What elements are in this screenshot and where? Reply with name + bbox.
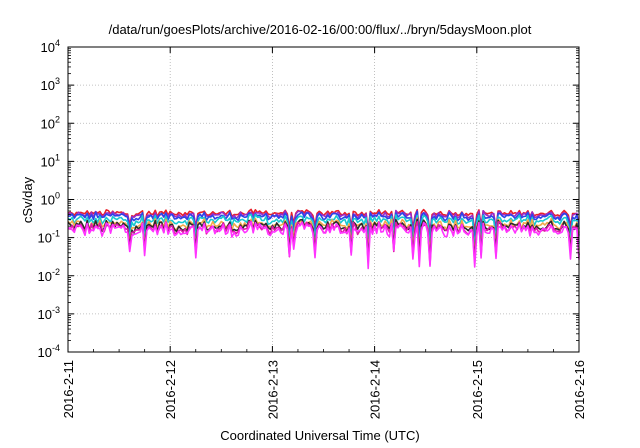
series-lines bbox=[67, 208, 580, 270]
series-line bbox=[67, 221, 580, 270]
y-tick-label: 10-2 bbox=[38, 267, 60, 284]
y-tick-label: 102 bbox=[41, 114, 60, 131]
series-line bbox=[67, 213, 580, 250]
x-tick-label: 2016-2-11 bbox=[61, 360, 76, 418]
y-axis: 10-4 10-3 10-2 10-1 100 101 102 103 104 bbox=[38, 38, 579, 360]
x-tick-label: 2016-2-15 bbox=[470, 360, 485, 419]
y-tick-label: 104 bbox=[41, 38, 60, 55]
grid-lines bbox=[68, 47, 579, 352]
x-tick-label: 2016-2-13 bbox=[265, 360, 280, 419]
series-line bbox=[67, 209, 580, 237]
y-tick-label: 100 bbox=[41, 191, 60, 208]
x-axis-label: Coordinated Universal Time (UTC) bbox=[220, 428, 420, 443]
series-line bbox=[67, 218, 580, 262]
y-tick-label: 10-3 bbox=[38, 305, 60, 322]
y-tick-label: 103 bbox=[41, 76, 60, 93]
x-tick-label: 2016-2-16 bbox=[572, 360, 587, 419]
x-tick-label: 2016-2-14 bbox=[368, 360, 383, 419]
y-tick-label: 10-1 bbox=[38, 229, 60, 246]
y-tick-label: 10-4 bbox=[38, 343, 60, 360]
y-axis-label: cSv/day bbox=[20, 176, 35, 223]
x-axis: 2016-2-11 2016-2-12 2016-2-13 2016-2-14 2016… bbox=[61, 47, 587, 419]
x-tick-label: 2016-2-12 bbox=[163, 360, 178, 419]
chart-title: /data/run/goesPlots/archive/2016-02-16/0… bbox=[108, 22, 532, 37]
y-tick-label: 101 bbox=[41, 152, 60, 169]
